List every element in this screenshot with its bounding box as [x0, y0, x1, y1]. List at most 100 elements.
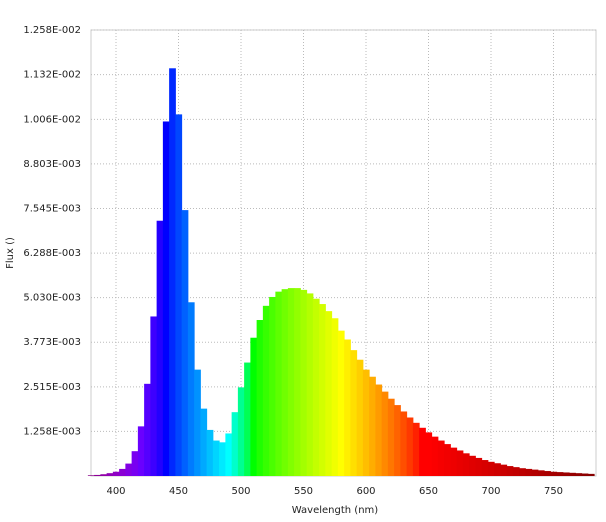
spectrum-slice	[450, 447, 458, 476]
spectrum-slice	[469, 455, 476, 476]
spectrum-slice	[431, 436, 439, 476]
y-tick-label: 3.773E-003	[23, 337, 81, 348]
x-axis-label: Wavelength (nm)	[292, 505, 378, 516]
spectrum-slice	[456, 450, 464, 476]
spectrum-slice	[331, 318, 339, 476]
spectrum-slice	[487, 461, 495, 476]
spectrum-slice	[100, 474, 108, 476]
spectrum-slice	[481, 460, 489, 476]
spectrum-slice	[387, 398, 395, 476]
spectrum-slice	[506, 466, 514, 476]
spectrum-slice	[169, 68, 176, 477]
spectrum-slice	[306, 293, 314, 476]
spectrum-slice	[462, 453, 470, 476]
spectrum-slice	[300, 289, 308, 476]
y-tick-label: 1.006E-002	[23, 114, 81, 125]
spectrum-slice	[256, 320, 264, 476]
y-tick-label: 1.132E-002	[23, 70, 81, 81]
spectrum-slice	[119, 468, 126, 476]
x-tick-label: 450	[169, 486, 188, 497]
spectrum-slice	[369, 376, 376, 476]
spectrum-slice	[181, 210, 189, 476]
spectrum-slice	[187, 302, 195, 476]
spectrum-slice	[381, 391, 389, 476]
spectrum-slice	[144, 383, 151, 476]
spectrum-slice	[400, 411, 408, 476]
spectrum-slice	[106, 473, 114, 476]
spectrum-slice	[437, 440, 445, 476]
y-tick-label: 6.288E-003	[23, 248, 81, 259]
spectrum-slice	[200, 408, 208, 476]
spectrum-slice	[112, 471, 120, 476]
spectrum-slice	[231, 412, 239, 476]
spectrum-slice	[294, 288, 301, 476]
x-tick-label: 700	[481, 486, 500, 497]
spectrum-slice	[581, 473, 589, 476]
x-tick-label: 400	[106, 486, 125, 497]
y-tick-label: 8.803E-003	[23, 159, 81, 170]
spectrum-slice	[575, 473, 583, 476]
spectrum-slice	[244, 362, 251, 476]
spectrum-slice	[162, 121, 170, 477]
spectrum-slice	[325, 311, 333, 476]
spectrum-slice	[537, 470, 545, 476]
spectrum-slice	[137, 426, 145, 476]
spectrum-slice	[225, 433, 233, 476]
x-tick-label: 500	[231, 486, 250, 497]
spectrum-slice	[237, 387, 245, 476]
spectrum-slice	[512, 467, 520, 476]
spectrum-slice	[87, 475, 95, 476]
spectrum-slice	[500, 464, 508, 476]
spectrum-slice	[406, 417, 414, 476]
spectrum-slice	[262, 305, 270, 476]
spectrum-slice	[475, 457, 483, 476]
spectrum-slice	[587, 473, 595, 476]
y-tick-label: 7.545E-003	[23, 204, 81, 215]
y-tick-label: 1.258E-003	[23, 426, 81, 437]
spectrum-slice	[150, 316, 158, 476]
spectrum-slice	[212, 440, 220, 476]
spectrum-slice	[131, 451, 139, 476]
spectrum-slice	[356, 359, 364, 476]
spectrum-slice	[525, 468, 533, 476]
spectrum-slice	[556, 472, 564, 476]
spectrum-slice	[375, 384, 383, 476]
x-tick-label: 600	[356, 486, 375, 497]
y-tick-label: 5.030E-003	[23, 293, 81, 304]
spectrum-slice	[550, 471, 558, 476]
spectrum-slice	[319, 304, 326, 476]
spectrum-slice	[425, 432, 433, 476]
spectrum-slice	[94, 474, 101, 476]
spectrum-slice	[156, 220, 164, 476]
spectrum-slice	[562, 472, 570, 476]
spectrum-slice	[312, 298, 320, 476]
y-axis-label: Flux ()	[5, 237, 16, 269]
spectrum-slice	[444, 444, 451, 476]
spectrum-slice	[269, 296, 276, 476]
x-tick-label: 650	[419, 486, 438, 497]
spectrum-slice	[337, 330, 345, 476]
spectrum-slice	[494, 463, 501, 476]
spectrum-slice	[569, 472, 576, 476]
spectrum-slice	[419, 427, 426, 476]
spectrum-slice	[206, 429, 214, 476]
spectrum-slice	[394, 405, 401, 476]
spectrum-slice	[531, 469, 539, 476]
x-tick-label: 750	[544, 486, 563, 497]
spectrum-slice	[412, 422, 420, 476]
spectrum-slice	[194, 369, 201, 476]
x-tick-label: 550	[294, 486, 313, 497]
spectrum-slice	[275, 291, 283, 476]
spectrum-slice	[125, 463, 133, 476]
spectrum-slice	[250, 337, 258, 476]
spectrum-slice	[219, 442, 226, 476]
spectrum-slice	[344, 339, 351, 476]
y-tick-label: 1.258E-002	[23, 25, 81, 36]
spectrum-slice	[350, 350, 358, 476]
spectrum-slice	[175, 114, 183, 476]
spectrum-slice	[544, 471, 551, 476]
spectrum-slice	[287, 288, 295, 476]
spectrum-slice	[519, 468, 526, 476]
spectrum-slice	[362, 369, 370, 476]
